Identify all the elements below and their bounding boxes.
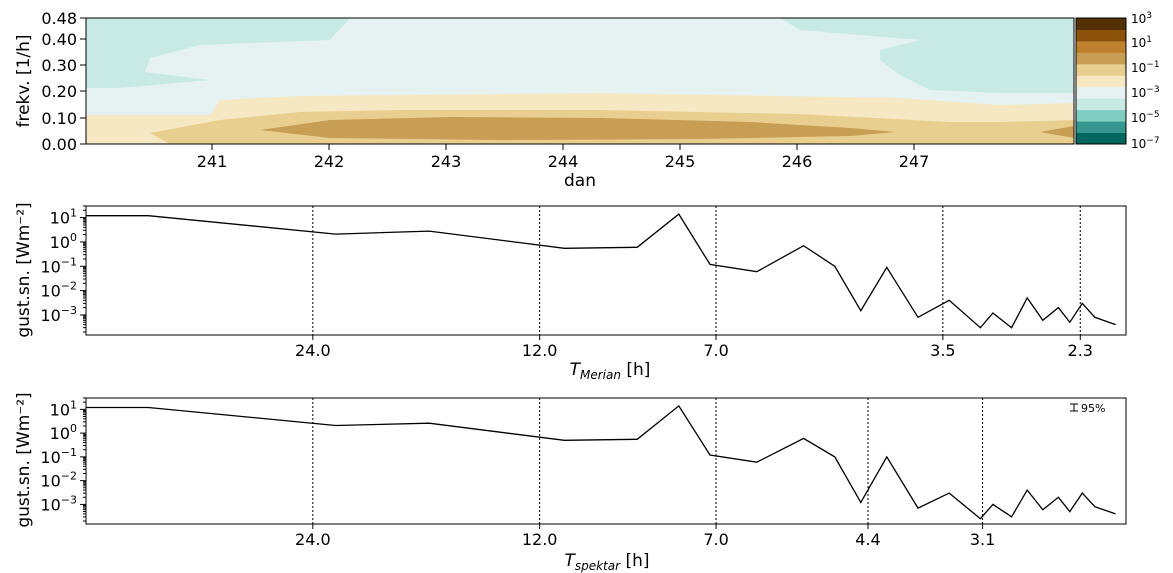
colorbar-band — [1076, 121, 1126, 134]
heatmap-x-ticks: 241 242 243 244 245 246 247 — [197, 144, 930, 171]
heatmap-frame — [85, 17, 1075, 145]
heatmap-region-core — [260, 117, 895, 140]
colorbar-band — [1076, 75, 1126, 88]
colorbar-bands — [1076, 18, 1126, 145]
heatmap-x-tick-label: 242 — [314, 152, 345, 171]
colorbar-band — [1076, 63, 1126, 76]
y-tick-label: 10−2 — [40, 470, 77, 491]
spektar-x-tick-label: 24.0 — [295, 530, 331, 549]
merian-vlines — [312, 206, 1081, 340]
colorbar-tick-label: 10−1 — [1131, 60, 1160, 75]
colorbar-tick-label: 10−7 — [1131, 136, 1160, 151]
spektar-y-ticks: 101 100 10−1 10−210−3 — [40, 397, 86, 522]
heatmap-y-tick-label: 0.10 — [41, 109, 77, 128]
spektar-y-axis-label: gust.sn. [Wm⁻²] — [14, 392, 34, 527]
heatmap-region-core-right — [1040, 126, 1074, 138]
merian-panel: 101 100 10−1 10−2 10−3 24.0 12.0 7.0 3.5 2.3… — [14, 202, 1127, 382]
heatmap-x-tick-label: 245 — [665, 152, 696, 171]
colorbar-band — [1076, 29, 1126, 42]
colorbar: 103 101 10−1 10−3 10−5 10−7 — [1075, 11, 1160, 151]
heatmap-x-tick-label: 243 — [431, 152, 462, 171]
merian-x-tick-label: 7.0 — [703, 341, 728, 360]
heatmap-x-tick-label: 244 — [548, 152, 579, 171]
merian-x-tick-label: 2.3 — [1068, 341, 1093, 360]
heatmap-y-axis-label: frekv. [1/h] — [14, 34, 34, 127]
confidence-interval-label: 95% — [1081, 402, 1105, 415]
spektar-x-tick-label: 7.0 — [703, 530, 728, 549]
y-tick-label: 10−3 — [40, 493, 77, 514]
merian-x-tick-labels: 24.0 12.0 7.0 3.5 2.3 — [295, 341, 1093, 360]
spektar-x-tick-label: 12.0 — [522, 530, 558, 549]
colorbar-tick-labels: 103 101 10−1 10−3 10−5 10−7 — [1131, 11, 1160, 151]
heatmap-y-tick-label: 0.20 — [41, 82, 77, 101]
heatmap-region-upper-left — [86, 18, 350, 88]
spektar-series-line — [86, 404, 1116, 520]
colorbar-tick-label: 10−5 — [1131, 110, 1160, 125]
colorbar-tick-label: 101 — [1131, 35, 1152, 50]
heatmap-x-tick-label: 241 — [197, 152, 228, 171]
merian-x-tick-label: 3.5 — [930, 341, 955, 360]
colorbar-frame — [1075, 17, 1127, 145]
colorbar-band — [1076, 98, 1126, 111]
heatmap-x-tick-label: 246 — [782, 152, 813, 171]
colorbar-band — [1076, 18, 1126, 30]
heatmap-region-upper-right — [780, 18, 1074, 93]
y-tick-label: 101 — [50, 398, 77, 419]
merian-x-axis-label: TMerian [h] — [570, 360, 651, 382]
spektar-x-tick-label: 3.1 — [970, 530, 995, 549]
heatmap-panel: 0.00 0.10 0.20 0.30 0.40 0.48 241 242 24… — [14, 9, 1075, 191]
merian-x-tick-label: 24.0 — [295, 341, 331, 360]
y-tick-label: 100 — [50, 422, 77, 443]
y-tick-label: 101 — [50, 207, 77, 228]
heatmap-y-tick-label: 0.40 — [41, 30, 77, 49]
spektar-vlines — [312, 398, 984, 529]
heatmap-x-axis-label: dan — [564, 171, 596, 191]
colorbar-band — [1076, 40, 1126, 53]
colorbar-band — [1076, 109, 1126, 122]
confidence-interval-marker: 95% — [1070, 402, 1105, 415]
y-tick-label: 100 — [50, 231, 77, 252]
merian-x-tick-label: 12.0 — [522, 341, 558, 360]
spektar-x-tick-labels: 24.0 12.0 7.0 4.4 3.1 — [295, 530, 995, 549]
y-tick-label: 10−1 — [40, 255, 77, 276]
heatmap-y-tick-label: 0.00 — [41, 135, 77, 154]
colorbar-band — [1076, 132, 1126, 145]
colorbar-tick-label: 10−3 — [1131, 85, 1160, 100]
y-tick-label: 10−1 — [40, 446, 77, 467]
colorbar-band — [1076, 52, 1126, 65]
colorbar-tick-label: 103 — [1131, 11, 1152, 26]
spektar-x-tick-label: 4.4 — [855, 530, 880, 549]
heatmap-y-tick-label: 0.30 — [41, 56, 77, 75]
merian-y-ticks: 101 100 10−1 10−2 10−3 — [40, 205, 86, 333]
y-tick-label: 10−3 — [40, 304, 77, 325]
spektar-x-axis-label: Tspektar [h] — [564, 551, 649, 573]
heatmap-x-tick-label: 247 — [899, 152, 930, 171]
spektar-panel: 101 100 10−1 10−210−3 24.0 12.0 7.0 4.4 3.1… — [14, 392, 1127, 573]
colorbar-band — [1076, 86, 1126, 99]
merian-y-axis-label: gust.sn. [Wm⁻²] — [14, 202, 34, 337]
y-tick-label: 10−2 — [40, 280, 77, 301]
heatmap-y-tick-label: 0.48 — [41, 9, 77, 28]
merian-series-line — [86, 213, 1116, 329]
heatmap-y-ticks: 0.00 0.10 0.20 0.30 0.40 0.48 — [41, 9, 86, 154]
